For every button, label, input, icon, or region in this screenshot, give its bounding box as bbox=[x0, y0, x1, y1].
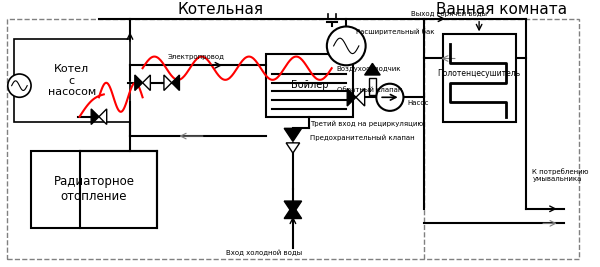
Text: Вход холодной воды: Вход холодной воды bbox=[226, 249, 302, 256]
FancyBboxPatch shape bbox=[14, 39, 130, 121]
Circle shape bbox=[327, 26, 365, 65]
FancyBboxPatch shape bbox=[31, 151, 157, 228]
Text: Котельная: Котельная bbox=[177, 2, 263, 17]
Text: Бойлер: Бойлер bbox=[290, 80, 328, 90]
Polygon shape bbox=[99, 109, 107, 124]
Text: Электропровод: Электропровод bbox=[167, 54, 224, 60]
Text: Котел
с
насосом: Котел с насосом bbox=[47, 64, 96, 97]
Polygon shape bbox=[172, 75, 179, 91]
Polygon shape bbox=[284, 128, 302, 142]
Polygon shape bbox=[143, 75, 151, 91]
Text: Воздухоотводчик: Воздухоотводчик bbox=[337, 66, 401, 72]
Text: Обратный клапан: Обратный клапан bbox=[337, 86, 402, 93]
Polygon shape bbox=[356, 89, 365, 106]
Text: К потреблению
умывальника: К потреблению умывальника bbox=[532, 168, 589, 182]
Circle shape bbox=[376, 84, 403, 111]
Text: Насос: Насос bbox=[407, 100, 429, 106]
Polygon shape bbox=[286, 143, 299, 153]
Text: Третий вход на рециркуляцию: Третий вход на рециркуляцию bbox=[310, 120, 424, 127]
Text: Ванная комната: Ванная комната bbox=[436, 2, 567, 17]
Polygon shape bbox=[135, 75, 143, 91]
FancyBboxPatch shape bbox=[443, 34, 516, 121]
FancyBboxPatch shape bbox=[266, 54, 353, 117]
Text: Радиаторное
отопление: Радиаторное отопление bbox=[53, 175, 134, 203]
Polygon shape bbox=[365, 63, 380, 75]
Polygon shape bbox=[347, 89, 356, 106]
Text: Выход горячей воды: Выход горячей воды bbox=[411, 11, 487, 17]
FancyBboxPatch shape bbox=[368, 78, 376, 95]
Text: Предохранительный клапан: Предохранительный клапан bbox=[310, 135, 415, 141]
Polygon shape bbox=[91, 109, 99, 124]
Text: Полотенцесушитель: Полотенцесушитель bbox=[437, 69, 521, 77]
Circle shape bbox=[8, 74, 31, 97]
Text: Расширительный бак: Расширительный бак bbox=[356, 28, 434, 35]
Polygon shape bbox=[284, 201, 302, 214]
Polygon shape bbox=[284, 205, 302, 218]
Polygon shape bbox=[164, 75, 172, 91]
